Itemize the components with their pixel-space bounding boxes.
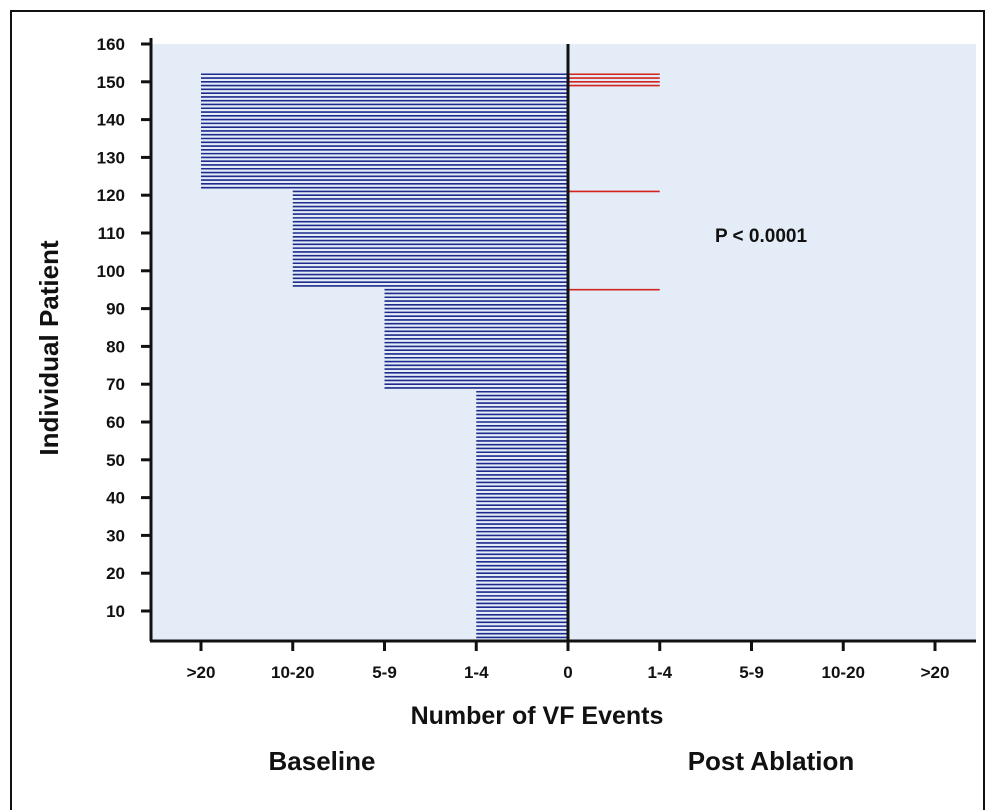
y-tick-label: 10 <box>106 602 125 621</box>
y-tick-label: 140 <box>97 111 125 130</box>
baseline-label: Baseline <box>269 746 376 776</box>
x-tick-label: >20 <box>921 663 950 682</box>
y-tick-label: 130 <box>97 148 125 167</box>
y-tick-label: 30 <box>106 526 125 545</box>
x-tick-label: 1-4 <box>647 663 672 682</box>
x-tick-label: >20 <box>187 663 216 682</box>
y-tick-label: 70 <box>106 375 125 394</box>
y-tick-label: 50 <box>106 451 125 470</box>
y-tick-label: 90 <box>106 300 125 319</box>
x-tick-label: 5-9 <box>372 663 397 682</box>
y-tick-label: 60 <box>106 413 125 432</box>
vf-events-chart: 160150140130120110100908070605040302010 … <box>34 35 976 776</box>
x-axis-label: Number of VF Events <box>411 702 664 730</box>
y-tick-label: 120 <box>97 186 125 205</box>
post-ablation-label: Post Ablation <box>688 746 855 776</box>
x-tick-label: 0 <box>563 663 572 682</box>
y-tick-label: 150 <box>97 73 125 92</box>
x-tick-label: 1-4 <box>464 663 489 682</box>
y-axis-label: Individual Patient <box>34 240 64 456</box>
figure-frame <box>10 10 985 810</box>
y-tick-label: 110 <box>98 224 125 243</box>
y-tick-label: 40 <box>106 489 125 508</box>
y-tick-label: 100 <box>97 262 125 281</box>
x-tick-label: 10-20 <box>822 663 865 682</box>
x-tick-label: 10-20 <box>271 663 314 682</box>
p-value-annotation: P < 0.0001 <box>715 226 808 247</box>
y-tick-label: 160 <box>97 35 125 54</box>
y-tick-label: 20 <box>106 564 125 583</box>
x-tick-label: 5-9 <box>739 663 764 682</box>
y-tick-label: 80 <box>106 337 125 356</box>
